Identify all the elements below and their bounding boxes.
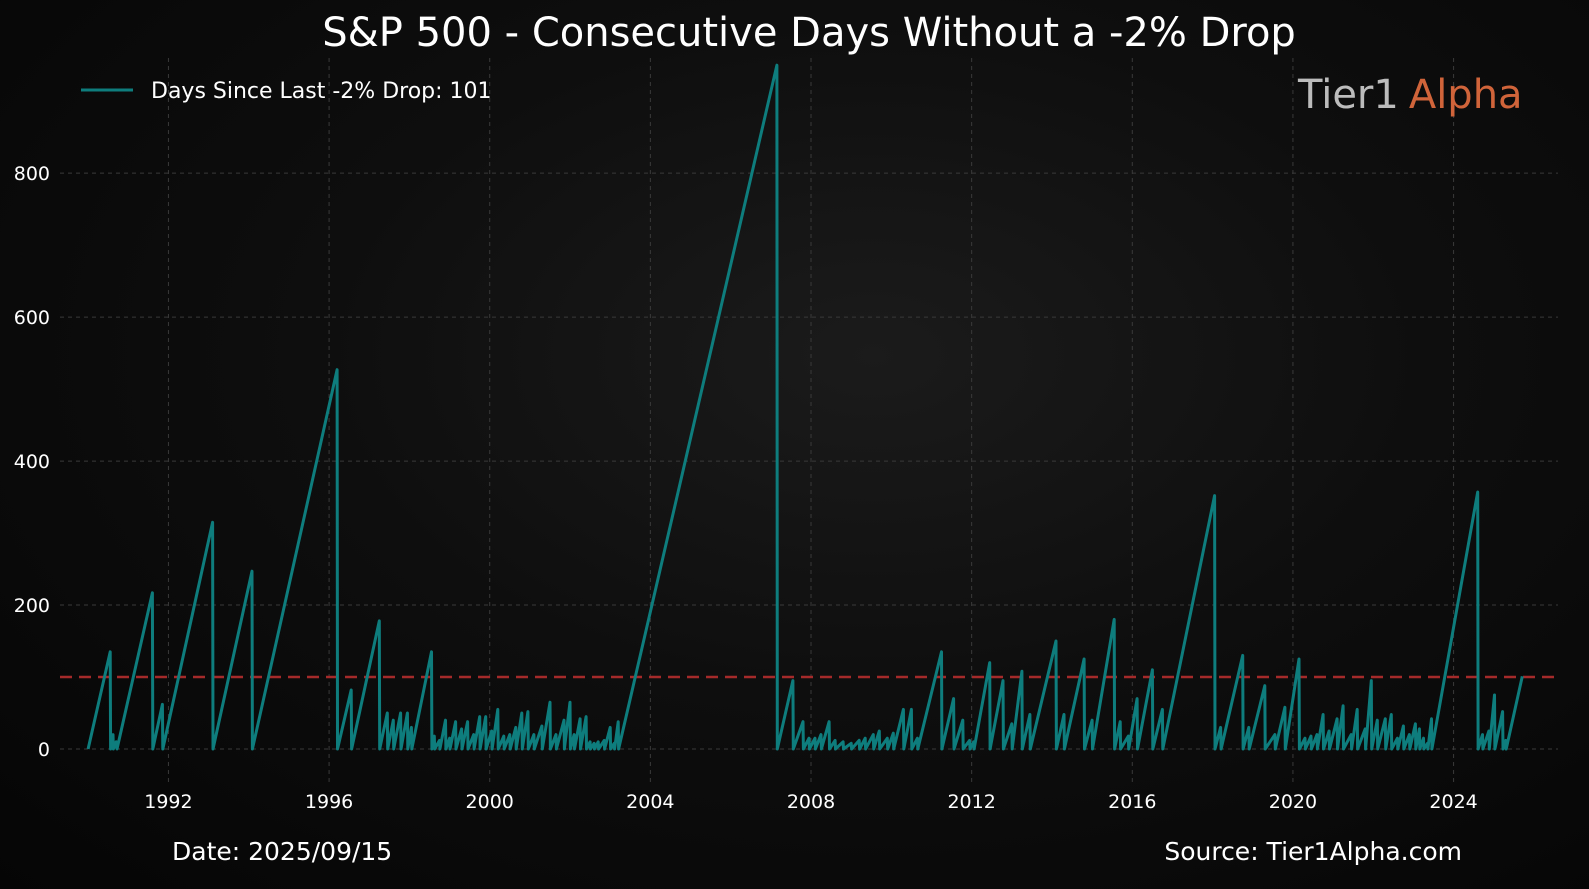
brand-part-2: Alpha [1409, 72, 1523, 118]
x-tick-label-2016: 2016 [1108, 791, 1156, 813]
y-tick-label-200: 200 [14, 595, 50, 617]
x-tick-label-2012: 2012 [947, 791, 995, 813]
grid-lines [60, 58, 1558, 785]
x-tick-label-2020: 2020 [1269, 791, 1317, 813]
brand-logo: Tier1 Alpha [1297, 72, 1523, 118]
axis-ticks: 1992 1996 2000 2004 2008 2012 2016 2020 2024 0 200… [14, 163, 1478, 813]
legend: Days Since Last -2% Drop: 101 [81, 79, 492, 104]
series-layer [86, 63, 1524, 751]
y-tick-label-0: 0 [38, 739, 50, 761]
x-tick-label-2004: 2004 [626, 791, 674, 813]
legend-label: Days Since Last -2% Drop: 101 [151, 79, 492, 104]
brand-part-1: Tier1 [1297, 72, 1399, 118]
x-tick-label-2000: 2000 [466, 791, 514, 813]
y-tick-label-400: 400 [14, 451, 50, 473]
x-tick-label-2024: 2024 [1429, 791, 1477, 813]
brand-text: Tier1 Alpha [1297, 72, 1523, 118]
footer-source: Source: Tier1Alpha.com [1164, 837, 1462, 866]
footer-date: Date: 2025/09/15 [172, 837, 392, 866]
series-line-days-since-drop [86, 63, 1524, 751]
y-tick-label-800: 800 [14, 163, 50, 185]
chart-title: S&P 500 - Consecutive Days Without a -2%… [322, 10, 1296, 56]
x-tick-label-1996: 1996 [305, 791, 353, 813]
y-tick-label-600: 600 [14, 307, 50, 329]
x-tick-label-1992: 1992 [144, 791, 192, 813]
x-tick-label-2008: 2008 [787, 791, 835, 813]
